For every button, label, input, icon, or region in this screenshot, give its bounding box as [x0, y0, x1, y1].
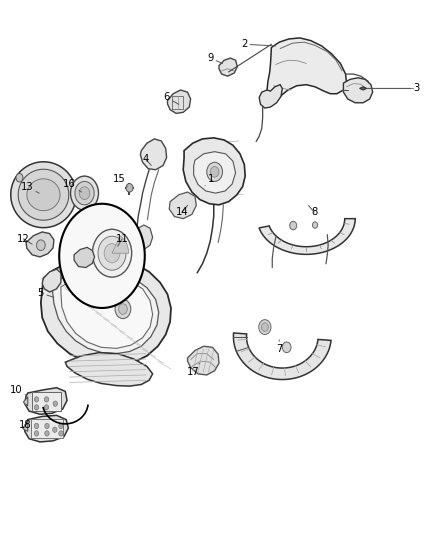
Polygon shape [169, 192, 196, 219]
Circle shape [34, 397, 39, 402]
Circle shape [79, 187, 90, 199]
Circle shape [53, 401, 57, 406]
Circle shape [71, 176, 99, 210]
Circle shape [45, 423, 49, 429]
Polygon shape [141, 139, 166, 169]
Polygon shape [61, 276, 152, 349]
Circle shape [75, 181, 94, 205]
Circle shape [59, 204, 145, 308]
Circle shape [92, 229, 132, 277]
Circle shape [59, 431, 63, 436]
Polygon shape [130, 225, 152, 249]
Circle shape [16, 173, 23, 182]
Circle shape [34, 423, 39, 429]
Polygon shape [18, 169, 69, 220]
Text: 9: 9 [207, 53, 223, 63]
Polygon shape [41, 259, 171, 366]
Circle shape [115, 300, 131, 319]
Polygon shape [26, 232, 54, 257]
Text: 14: 14 [176, 205, 188, 217]
Polygon shape [25, 387, 67, 414]
Polygon shape [187, 346, 219, 375]
Polygon shape [183, 138, 245, 205]
Circle shape [207, 163, 223, 181]
Circle shape [36, 240, 45, 251]
Text: 4: 4 [142, 154, 151, 165]
Circle shape [104, 244, 120, 263]
Text: 7: 7 [276, 340, 283, 354]
Polygon shape [194, 152, 236, 193]
Text: 8: 8 [308, 205, 317, 217]
Circle shape [210, 166, 219, 177]
Polygon shape [259, 85, 283, 108]
Polygon shape [25, 415, 68, 442]
Circle shape [44, 405, 49, 410]
Text: 3: 3 [367, 83, 420, 93]
Polygon shape [65, 353, 152, 386]
Polygon shape [360, 87, 367, 90]
Text: 13: 13 [21, 182, 39, 193]
Polygon shape [42, 269, 61, 292]
Text: 18: 18 [18, 419, 31, 430]
Circle shape [44, 397, 49, 402]
Circle shape [119, 304, 127, 314]
Polygon shape [233, 333, 331, 379]
Circle shape [312, 222, 318, 228]
Polygon shape [23, 397, 28, 406]
Circle shape [261, 323, 268, 332]
Text: 17: 17 [187, 364, 200, 377]
Text: 15: 15 [113, 174, 127, 187]
Circle shape [53, 427, 57, 432]
Circle shape [45, 431, 49, 436]
Circle shape [126, 183, 133, 192]
Circle shape [59, 423, 63, 429]
Text: 1: 1 [205, 174, 214, 185]
FancyBboxPatch shape [31, 418, 63, 438]
Text: 10: 10 [10, 385, 26, 395]
Circle shape [283, 342, 291, 353]
Polygon shape [343, 78, 373, 103]
Polygon shape [27, 179, 60, 211]
Polygon shape [259, 219, 355, 254]
Wedge shape [112, 236, 129, 253]
Circle shape [34, 431, 39, 436]
Polygon shape [52, 271, 159, 354]
Polygon shape [267, 38, 346, 103]
Polygon shape [11, 162, 76, 228]
Polygon shape [22, 423, 28, 431]
Polygon shape [74, 247, 95, 268]
Text: 11: 11 [116, 234, 128, 246]
Text: 5: 5 [38, 288, 54, 298]
Polygon shape [167, 90, 191, 114]
Circle shape [98, 236, 126, 270]
Circle shape [34, 405, 39, 410]
Circle shape [290, 221, 297, 230]
Text: 16: 16 [64, 179, 81, 192]
Text: 6: 6 [163, 92, 179, 104]
Text: 12: 12 [17, 234, 32, 244]
Text: 2: 2 [241, 39, 276, 49]
Polygon shape [219, 58, 237, 76]
FancyBboxPatch shape [32, 392, 61, 411]
Circle shape [259, 320, 271, 335]
